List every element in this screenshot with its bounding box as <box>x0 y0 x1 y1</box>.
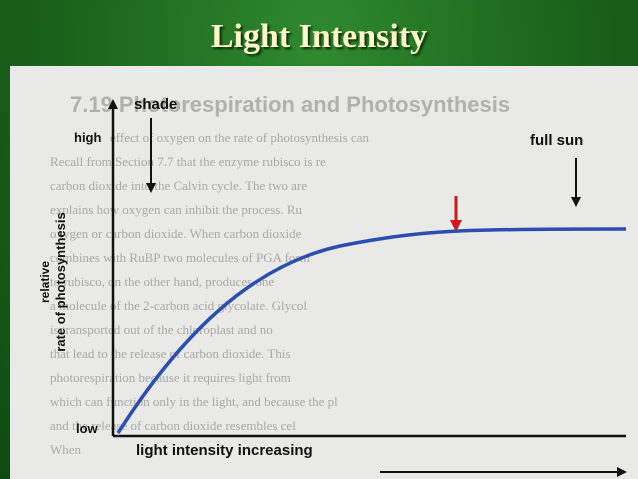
background-text-line: effect of oxygen on the rate of photosyn… <box>110 130 369 145</box>
background-text-line: a molecule of the 2-carbon acid glycolat… <box>50 298 308 313</box>
background-text-line: Recall from Section 7.7 that the enzyme … <box>50 154 326 169</box>
x-axis-label: light intensity increasing <box>136 442 313 459</box>
background-text-line: to rubisco, on the other hand, produces … <box>50 274 275 289</box>
full-sun-label: full sun <box>530 132 584 149</box>
background-text-line: that lead to the release of carbon dioxi… <box>50 346 291 361</box>
low-label: low <box>76 421 98 436</box>
background-heading: 7.19 Photorespiration and Photosynthesis <box>70 92 511 117</box>
photosynthesis-curve <box>116 227 627 434</box>
light-response-diagram <box>108 99 627 477</box>
background-text-line: which can function only in the light, an… <box>50 394 338 409</box>
background-text-line: combines with RuBP two molecules of PGA … <box>50 250 310 265</box>
background-text-line: carbon dioxide into the Calvin cycle. Th… <box>50 178 308 193</box>
y-axis-label-line1: relative <box>38 260 52 304</box>
background-text-line: and the release of carbon dioxide resemb… <box>50 418 296 433</box>
y-axis-label-line2: rate of photosynthesis <box>53 212 68 352</box>
textbook-figure: 7.19 Photorespiration and Photosynthesis… <box>10 66 638 479</box>
background-text-line: is transported out of the chloroplast an… <box>50 322 273 337</box>
y-axis-label: relative rate of photosynthesis <box>37 177 69 387</box>
shade-label: shade <box>134 96 178 113</box>
high-label: high <box>74 130 102 145</box>
slide-title: Light Intensity <box>210 18 428 55</box>
background-text-line: When <box>50 442 82 457</box>
background-text-line: photorespiration because it requires lig… <box>50 370 291 385</box>
